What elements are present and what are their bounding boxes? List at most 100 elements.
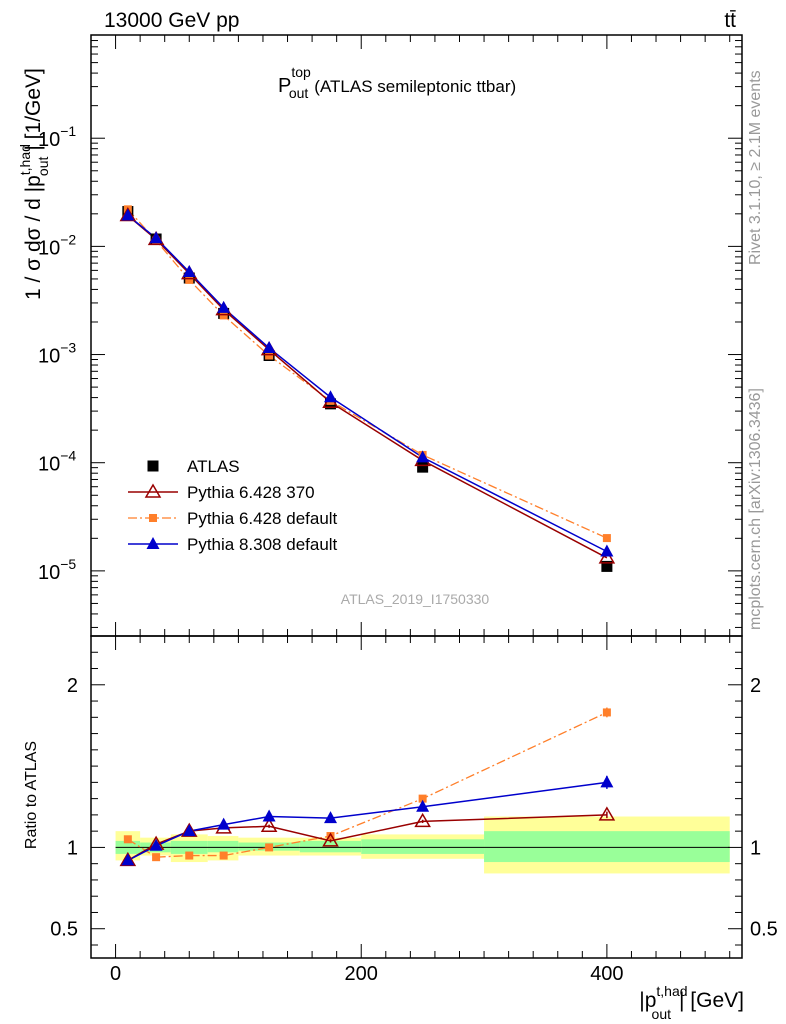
ratio-line-py6_370 [127, 814, 607, 862]
plot-title-base: P [278, 75, 291, 97]
ratio-line-py6_default [127, 711, 608, 858]
ratio-line-py8 [127, 781, 607, 862]
main-line-py6_default [127, 208, 608, 539]
main-point-py8-7 [600, 544, 614, 557]
ratio-point-py6_default-0 [123, 835, 132, 844]
ratio-point-py6_370-6 [414, 812, 431, 828]
legend-marker-py6_default [149, 514, 157, 522]
ratio-point-py6_default-7 [602, 708, 611, 717]
main-point-py6_default-7 [602, 534, 611, 543]
main-point-py8-5 [324, 390, 338, 403]
legend-marker-py8 [146, 537, 160, 549]
ratio-point-py6_default-6 [418, 794, 427, 803]
ratio-point-py8-3 [217, 817, 231, 830]
ratio-uncertainty-bands [115, 816, 730, 874]
main-ytick-label-exp-2: −3 [60, 340, 76, 356]
ratio-point-py6_370-5 [322, 832, 339, 847]
main-y-axis-label: 1 / σ dσ / d |pt,had out | [1/GeV] [17, 68, 51, 300]
main-ytick-label-3: 10−4 [38, 448, 76, 476]
plot-title-rest: (ATLAS semileptonic ttbar) [314, 77, 516, 96]
main-series-layer [119, 205, 616, 572]
mcplots-label: mcplots.cern.ch [arXiv:1306.3436] [747, 388, 764, 630]
main-point-atlas-7 [601, 560, 613, 572]
ratio-point-py8-6 [416, 799, 430, 812]
xlabel-sup: t,had [656, 983, 687, 999]
plot-title: Ptop out (ATLAS semileptonic ttbar) [278, 64, 516, 101]
ratio-point-py6_default-1 [152, 853, 161, 862]
main-point-py8-0 [121, 208, 135, 221]
main-point-py6_default-4 [265, 351, 274, 360]
plot-title-sub: out [289, 85, 309, 101]
ratio-ytick-label-left-1: 1 [67, 837, 78, 859]
main-ytick-label-exp-1: −2 [60, 231, 76, 247]
main-ylabel-pre: 1 / σ dσ / d |p [22, 175, 45, 300]
ratio-point-py6_370-7 [598, 806, 616, 821]
ratio-series-layer [119, 707, 616, 867]
ratio-point-py8-4 [262, 809, 276, 822]
main-ytick-label-base-1: 10 [38, 237, 60, 259]
plot-title-sup: top [291, 64, 311, 80]
main-point-atlas-6 [417, 461, 429, 473]
energy-label: 13000 GeV pp [104, 9, 239, 32]
main-point-py8-6 [416, 450, 430, 463]
main-ytick-label-base-2: 10 [38, 346, 60, 368]
main-point-py6_default-3 [219, 311, 228, 320]
ratio-point-py6_370-4 [260, 817, 278, 833]
process-label: tt̄ [724, 9, 736, 32]
ratio-y-axis-label: Ratio to ATLAS [23, 741, 40, 849]
main-ytick-label-exp-0: −1 [60, 123, 76, 139]
ratio-point-py8-1 [149, 838, 163, 851]
ratio-point-py6_default-3 [219, 851, 228, 860]
ratio-point-py6_default-4 [265, 843, 274, 852]
ratio-point-py8-5 [324, 811, 338, 824]
ratio-ytick-label-right-0: 2 [750, 675, 761, 697]
main-ytick-label-4: 10−5 [38, 556, 76, 584]
main-point-py8-1 [149, 231, 163, 244]
main-point-py8-2 [182, 264, 196, 277]
band-inner-3 [207, 840, 239, 853]
analysis-id-label: ATLAS_2019_I1750330 [341, 591, 490, 607]
main-line-py6_370 [127, 214, 608, 559]
ratio-point-py8-0 [121, 853, 135, 866]
rivet-version-label: Rivet 3.1.10, ≥ 2.1M events [747, 70, 764, 265]
band-inner-6 [361, 839, 485, 854]
ratio-point-py8-2 [182, 824, 196, 837]
main-ytick-label-base-4: 10 [38, 562, 60, 584]
legend-label-py6_370: Pythia 6.428 370 [187, 483, 315, 502]
main-ytick-label-0: 10−1 [38, 123, 76, 151]
main-ylabel-post: | [1/GeV] [22, 68, 45, 151]
ratio-ytick-label-left-0: 2 [67, 675, 78, 697]
ratio-ytick-label-right-2: 0.5 [750, 919, 778, 941]
band-inner-7 [484, 831, 730, 863]
legend-marker-atlas [147, 460, 159, 472]
ratio-panel-frame [90, 635, 743, 959]
legend-marker-py6_370 [144, 483, 162, 498]
main-point-py8-4 [262, 340, 276, 353]
ratio-point-py6_default-5 [326, 832, 335, 841]
xlabel-post: | [GeV] [679, 989, 744, 1012]
main-ytick-label-2: 10−3 [38, 340, 76, 368]
main-ylabel-sup: t,had [17, 144, 33, 175]
main-point-py6_370-7 [598, 549, 616, 564]
legend-label-py8: Pythia 8.308 default [187, 535, 338, 554]
ratio-ytick-label-right-1: 1 [750, 837, 761, 859]
main-point-py8-3 [217, 300, 231, 313]
main-ytick-label-exp-3: −4 [60, 448, 76, 464]
main-ytick-label-1: 10−2 [38, 231, 76, 259]
xtick-label-0: 0 [110, 963, 121, 985]
xtick-label-2: 400 [590, 963, 623, 985]
main-ytick-label-base-3: 10 [38, 454, 60, 476]
ratio-point-py8-7 [600, 775, 614, 788]
ratio-ytick-label-left-2: 0.5 [50, 919, 78, 941]
x-axis-label: |pt,had out | [GeV] [639, 983, 744, 1022]
main-ytick-label-base-0: 10 [38, 129, 60, 151]
ratio-point-py6_default-2 [185, 851, 194, 860]
legend: ATLAS Pythia 6.428 370 Pythia 6.428 defaul… [128, 457, 338, 554]
axes-layer: 10−110−210−310−410−52 21 10.5 0.50 200 400 [38, 34, 778, 985]
legend-label-py6_default: Pythia 6.428 default [187, 509, 338, 528]
xtick-label-1: 200 [345, 963, 378, 985]
main-point-py6_default-2 [185, 275, 194, 284]
xlabel-sub: out [652, 1006, 672, 1022]
xlabel-pre: |p [639, 989, 656, 1012]
